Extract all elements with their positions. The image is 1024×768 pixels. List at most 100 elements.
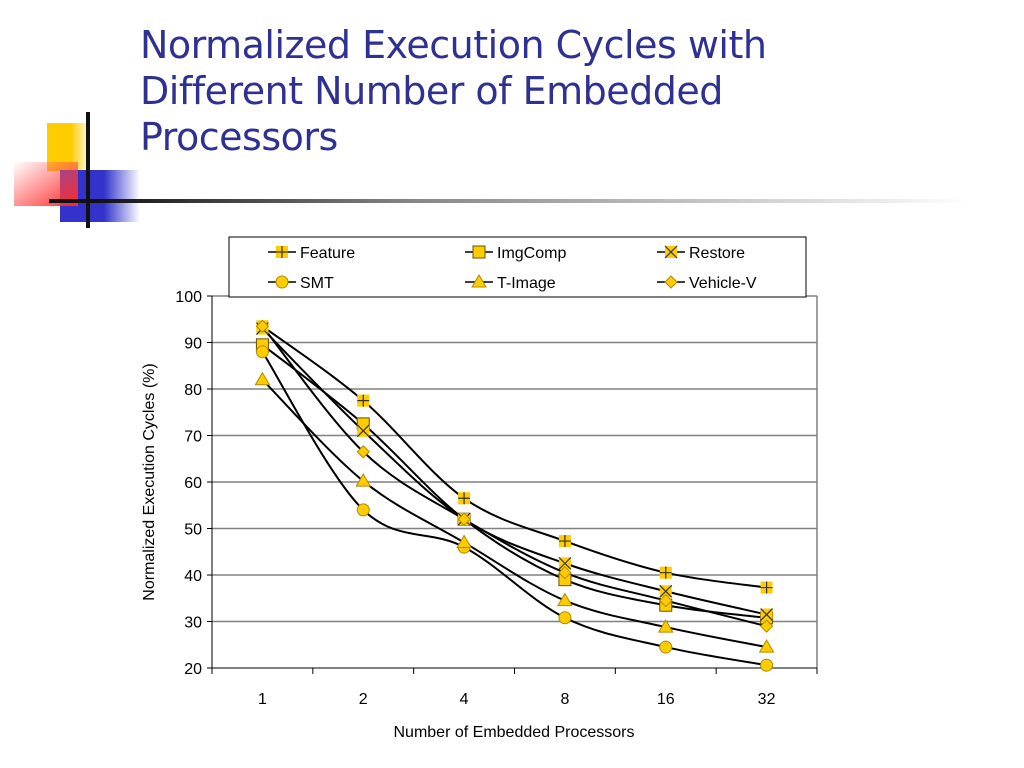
data-point-t-image xyxy=(254,371,271,386)
marker-plus xyxy=(458,492,471,505)
data-point-vehicle-v xyxy=(659,593,673,608)
legend: Feature ImgComp Restore SMT T-Image Vehicle-V xyxy=(228,236,807,298)
data-point-feature xyxy=(458,492,471,505)
data-point-smt xyxy=(356,503,370,517)
axes: 20 30 40 50 60 70 80 90 100 1 2 4 8 16 32 xyxy=(175,289,818,708)
legend-marker-restore xyxy=(664,245,678,259)
decor-vertical-line xyxy=(86,112,90,228)
marker-circle xyxy=(356,503,370,517)
x-axis-label: Number of Embedded Processors xyxy=(394,724,635,741)
marker-diamond xyxy=(356,445,370,459)
marker-diamond xyxy=(255,319,270,333)
x-tick-label: 32 xyxy=(758,691,776,708)
y-axis-label: Normalized Execution Cycles (%) xyxy=(141,363,158,600)
x-tick-label: 2 xyxy=(359,691,368,708)
marker-x xyxy=(664,245,678,259)
data-point-restore xyxy=(659,584,673,598)
y-tick-label: 100 xyxy=(175,289,202,306)
x-tick-label: 1 xyxy=(258,691,267,708)
legend-label-t-image: T-Image xyxy=(497,275,556,292)
data-point-vehicle-v xyxy=(759,619,774,633)
marker-x xyxy=(558,556,572,570)
data-point-feature xyxy=(760,581,773,594)
data-point-t-image xyxy=(758,639,775,653)
data-point-restore xyxy=(356,424,370,438)
y-tick-label: 40 xyxy=(184,568,202,585)
marker-circle xyxy=(558,611,572,625)
data-point-restore xyxy=(760,608,774,621)
legend-marker-imgcomp xyxy=(472,245,486,259)
x-tick-label: 16 xyxy=(657,691,675,708)
marker-square xyxy=(472,245,486,259)
y-tick-label: 60 xyxy=(184,475,202,492)
title-line-2: Different Number of Embedded xyxy=(140,69,723,113)
decor-red-square xyxy=(14,162,78,206)
data-point-vehicle-v xyxy=(356,445,370,459)
marker-circle xyxy=(659,640,673,654)
data-point-smt xyxy=(255,345,269,359)
data-point-vehicle-v xyxy=(558,565,572,580)
marker-x xyxy=(356,424,370,438)
y-tick-label: 20 xyxy=(184,661,202,678)
marker-triangle xyxy=(254,371,271,386)
series-lines xyxy=(261,325,767,667)
marker-circle xyxy=(255,345,269,359)
legend-marker-smt xyxy=(275,275,289,289)
marker-plus xyxy=(357,394,370,407)
data-point-feature xyxy=(558,535,571,548)
y-tick-label: 80 xyxy=(184,382,202,399)
series-markers xyxy=(254,319,775,672)
legend-label-imgcomp: ImgComp xyxy=(497,245,566,262)
data-point-feature xyxy=(659,566,672,579)
series-line-imgcomp xyxy=(261,344,767,619)
data-point-smt xyxy=(558,611,572,625)
marker-diamond xyxy=(457,512,471,526)
marker-plus xyxy=(276,246,288,258)
marker-circle xyxy=(275,275,289,289)
data-point-vehicle-v xyxy=(255,319,270,333)
marker-diamond xyxy=(558,565,572,580)
y-tick-label: 90 xyxy=(184,336,202,353)
marker-triangle xyxy=(557,592,573,607)
marker-diamond xyxy=(664,275,678,289)
series-line-feature xyxy=(261,325,767,589)
marker-plus xyxy=(558,535,571,548)
data-point-t-image xyxy=(456,534,472,548)
marker-triangle xyxy=(471,274,487,288)
marker-triangle xyxy=(355,473,372,487)
data-point-t-image xyxy=(557,592,573,607)
legend-label-restore: Restore xyxy=(689,245,745,262)
marker-diamond xyxy=(659,593,673,608)
marker-circle xyxy=(760,658,774,672)
series-line-smt xyxy=(261,351,767,667)
legend-box xyxy=(228,236,807,298)
legend-marker-vehicle-v xyxy=(664,275,678,289)
data-point-feature xyxy=(357,394,370,407)
x-tick-label: 8 xyxy=(560,691,569,708)
marker-triangle xyxy=(657,619,674,633)
title-line-3: Processors xyxy=(140,115,338,159)
series-line-restore xyxy=(261,327,767,616)
legend-label-feature: Feature xyxy=(300,245,355,262)
y-tick-label: 70 xyxy=(184,429,202,446)
legend-marker-t-image xyxy=(471,274,487,288)
marker-diamond xyxy=(759,619,774,633)
series-line-t-image xyxy=(261,378,767,649)
data-point-t-image xyxy=(355,473,372,487)
gridlines xyxy=(212,295,818,668)
legend-label-smt: SMT xyxy=(300,275,334,292)
data-point-vehicle-v xyxy=(457,512,471,526)
data-point-smt xyxy=(659,640,673,654)
marker-triangle xyxy=(456,534,472,548)
data-point-smt xyxy=(760,658,774,672)
marker-plus xyxy=(659,566,672,579)
legend-label-vehicle-v: Vehicle-V xyxy=(689,275,757,292)
slide-title: Normalized Execution Cycles with Differe… xyxy=(140,22,900,160)
marker-x xyxy=(659,584,673,598)
marker-plus xyxy=(760,581,773,594)
marker-x xyxy=(760,608,774,621)
data-point-t-image xyxy=(657,619,674,633)
series-line-vehicle-v xyxy=(261,325,767,628)
y-tick-label: 30 xyxy=(184,615,202,632)
